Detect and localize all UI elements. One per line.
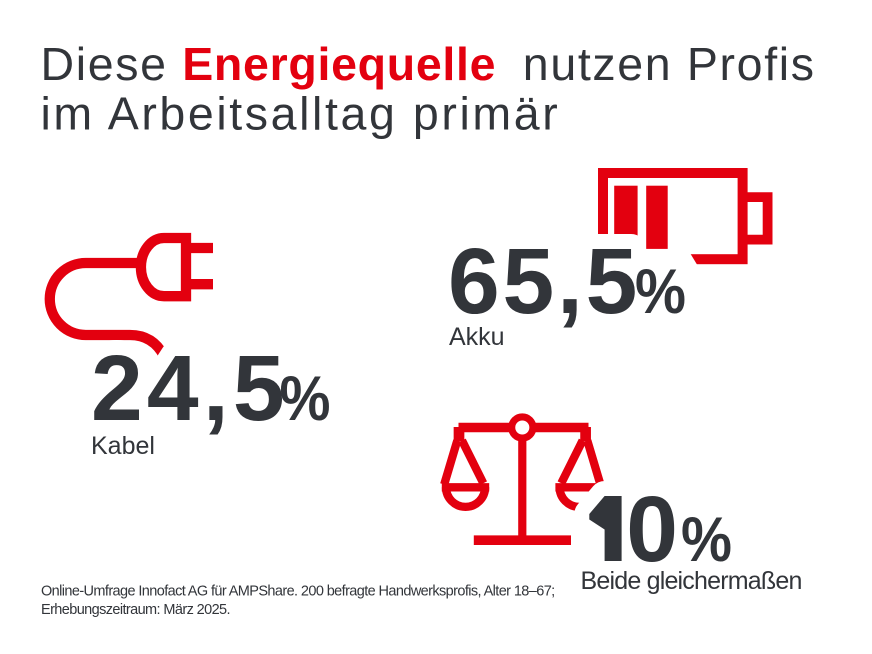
svg-text:Erhebungszeitraum: März 2025.: Erhebungszeitraum: März 2025. (41, 602, 230, 618)
svg-text:Online-Umfrage Innofact AG für: Online-Umfrage Innofact AG für AMPShare.… (41, 584, 555, 600)
svg-text:24,5: 24,5 (91, 336, 289, 440)
svg-text:Akku: Akku (449, 323, 505, 351)
svg-text:Diese Energiequelle nutzen Pro: Diese Energiequelle nutzen Profis (41, 38, 816, 90)
svg-text:%: % (279, 362, 330, 433)
svg-text:0: 0 (626, 477, 678, 581)
svg-text:%: % (681, 503, 732, 574)
svg-text:im Arbeitsalltag primär: im Arbeitsalltag primär (41, 88, 561, 140)
svg-text:%: % (635, 255, 686, 326)
svg-text:Beide gleichermaßen: Beide gleichermaßen (581, 567, 802, 595)
svg-text:65,5: 65,5 (448, 229, 640, 333)
svg-text:24,5: 24,5 (91, 336, 289, 440)
svg-text:65,5: 65,5 (448, 229, 640, 333)
svg-text:Kabel: Kabel (91, 432, 155, 460)
